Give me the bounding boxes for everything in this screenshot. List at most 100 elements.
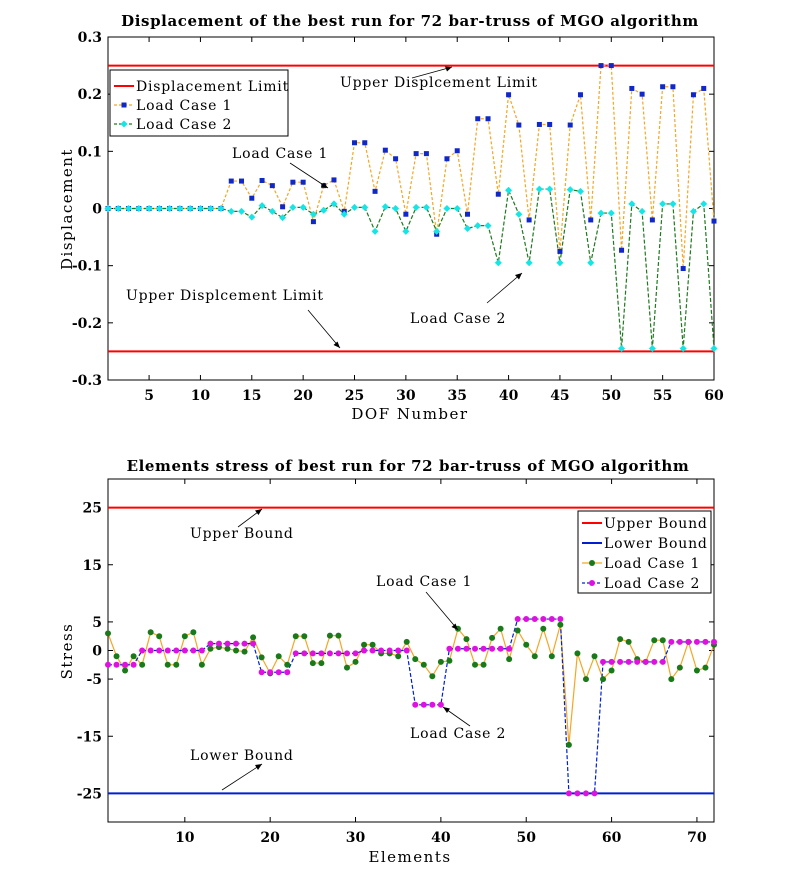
chart2-point-series-2	[412, 701, 419, 708]
chart1-point-series-1	[660, 84, 666, 90]
chart2-point-series-2	[156, 647, 163, 654]
chart1-point-series-1	[598, 63, 604, 69]
chart2-point-series-2	[198, 647, 205, 654]
chart1-xtick-label: 35	[447, 388, 466, 404]
chart2-point-series-1	[565, 741, 572, 748]
chart1-point-series-2	[104, 205, 112, 212]
chart2-point-series-1	[352, 658, 359, 665]
legend-label-load-case-2: Load Case 2	[136, 117, 232, 133]
chart2-point-series-1	[309, 660, 316, 667]
chart2-point-series-2	[215, 640, 222, 647]
chart1-point-series-1	[403, 211, 409, 217]
chart2-point-series-1	[403, 638, 410, 645]
chart2-point-series-1	[292, 633, 299, 640]
chart2-point-series-2	[258, 669, 265, 676]
annot-arrowhead-lower-bound	[255, 764, 262, 770]
chart2-point-series-1	[122, 667, 129, 674]
chart2-point-series-2	[326, 650, 333, 657]
chart1-xtick-label: 60	[704, 388, 724, 404]
chart2-point-series-2	[565, 790, 572, 797]
chart2-point-series-2	[233, 640, 240, 647]
chart2-point-series-1	[113, 653, 120, 660]
annot-arrowhead-load-case-2	[515, 273, 522, 280]
chart2-point-series-1	[429, 673, 436, 680]
chart2-y-axis: -25 -15 -5 0 5 15 25	[77, 501, 714, 802]
chart2-point-series-2	[659, 658, 666, 665]
chart2-point-series-2	[591, 790, 598, 797]
chart1-y-axis: -0.3 -0.2 -0.1 0 0.1 0.2 0.3	[72, 30, 714, 389]
chart2-point-series-2	[625, 658, 632, 665]
chart2-xtick-label: 40	[431, 830, 451, 846]
chart1-point-series-1	[393, 156, 399, 162]
annot-upper-bound: Upper Bound	[190, 526, 294, 542]
chart1-point-series-1	[629, 85, 635, 91]
legend-label-lower-bound: Lower Bound	[604, 536, 708, 552]
chart1-ytick-label: -0.1	[72, 259, 102, 275]
annot-arrowhead-load-case-1	[451, 623, 458, 630]
chart1-point-series-2	[145, 205, 153, 212]
chart2-point-series-1	[147, 629, 154, 636]
chart2-point-series-1	[668, 676, 675, 683]
chart2-point-series-1	[275, 653, 282, 660]
chart1-point-series-1	[413, 151, 419, 157]
chart2-point-series-2	[429, 701, 436, 708]
chart1-point-series-2	[248, 213, 256, 221]
chart1-point-series-1	[701, 85, 707, 91]
annot-load-case-1: Load Case 1	[376, 574, 472, 590]
chart2-point-series-1	[395, 653, 402, 660]
chart1-point-series-2	[135, 205, 143, 212]
chart1-point-series-2	[125, 205, 133, 212]
chart2-point-series-1	[233, 647, 240, 654]
chart1-point-series-1	[239, 178, 245, 184]
chart2-point-series-2	[506, 645, 513, 652]
chart1-point-series-2	[648, 345, 656, 353]
chart2-point-series-2	[309, 650, 316, 657]
chart2-point-series-2	[122, 661, 129, 668]
chart1-xtick-label: 55	[653, 388, 672, 404]
chart1-point-series-2	[546, 185, 554, 193]
chart2-point-series-1	[608, 667, 615, 674]
chart2-xtick-label: 50	[516, 830, 536, 846]
chart2-point-series-2	[164, 647, 171, 654]
annot-arrow-upper-limit-top	[411, 66, 453, 79]
chart2-limit-lines	[108, 506, 714, 795]
chart2-point-series-2	[369, 647, 376, 654]
chart2-point-series-2	[540, 616, 547, 623]
chart1-title: Displacement of the best run for 72 bar-…	[121, 12, 699, 30]
chart2-point-series-1	[480, 661, 487, 668]
chart2-point-series-1	[284, 661, 291, 668]
chart2-xtick-label: 60	[602, 830, 622, 846]
chart2-point-series-2	[676, 638, 683, 645]
chart1-point-series-2	[525, 259, 533, 267]
chart1-point-series-1	[249, 195, 255, 201]
chart2-point-series-1	[301, 633, 308, 640]
chart2-point-series-2	[668, 638, 675, 645]
annot-arrow-load-case-1	[425, 591, 459, 631]
chart2-point-series-2	[497, 645, 504, 652]
chart1-point-series-1	[464, 211, 470, 217]
chart1-point-series-1	[516, 122, 522, 128]
chart1-point-series-2	[576, 187, 584, 195]
chart1-point-series-1	[577, 92, 583, 98]
chart1-point-series-1	[588, 217, 594, 223]
chart1-point-series-2	[207, 205, 215, 212]
chart2-ylabel: Stress	[58, 623, 76, 680]
annot-arrowhead-load-case-1	[321, 182, 328, 188]
chart2-point-series-1	[156, 633, 163, 640]
chart1-point-series-2	[669, 200, 677, 208]
chart2-point-series-2	[147, 647, 154, 654]
chart2-xtick-label: 30	[346, 830, 366, 846]
chart2-x-axis: 10 20 30 40 50 60 70	[175, 479, 707, 846]
legend-label-displacement-limit: Displacement Limit	[136, 79, 289, 95]
chart1-point-series-2	[299, 203, 307, 211]
legend-marker-load-case-1	[589, 560, 595, 566]
chart2-ytick-label: 15	[83, 558, 102, 574]
chart2-point-series-1	[446, 657, 453, 664]
chart1-point-series-2	[710, 345, 718, 353]
chart2-point-series-2	[241, 640, 248, 647]
annot-arrowhead-upper-limit-bottom	[333, 341, 340, 348]
chart2-point-series-1	[489, 634, 496, 641]
chart1-point-series-1	[639, 91, 645, 97]
annot-upper-limit-top: Upper Displcement Limit	[340, 75, 538, 91]
chart1-point-series-2	[700, 200, 708, 208]
